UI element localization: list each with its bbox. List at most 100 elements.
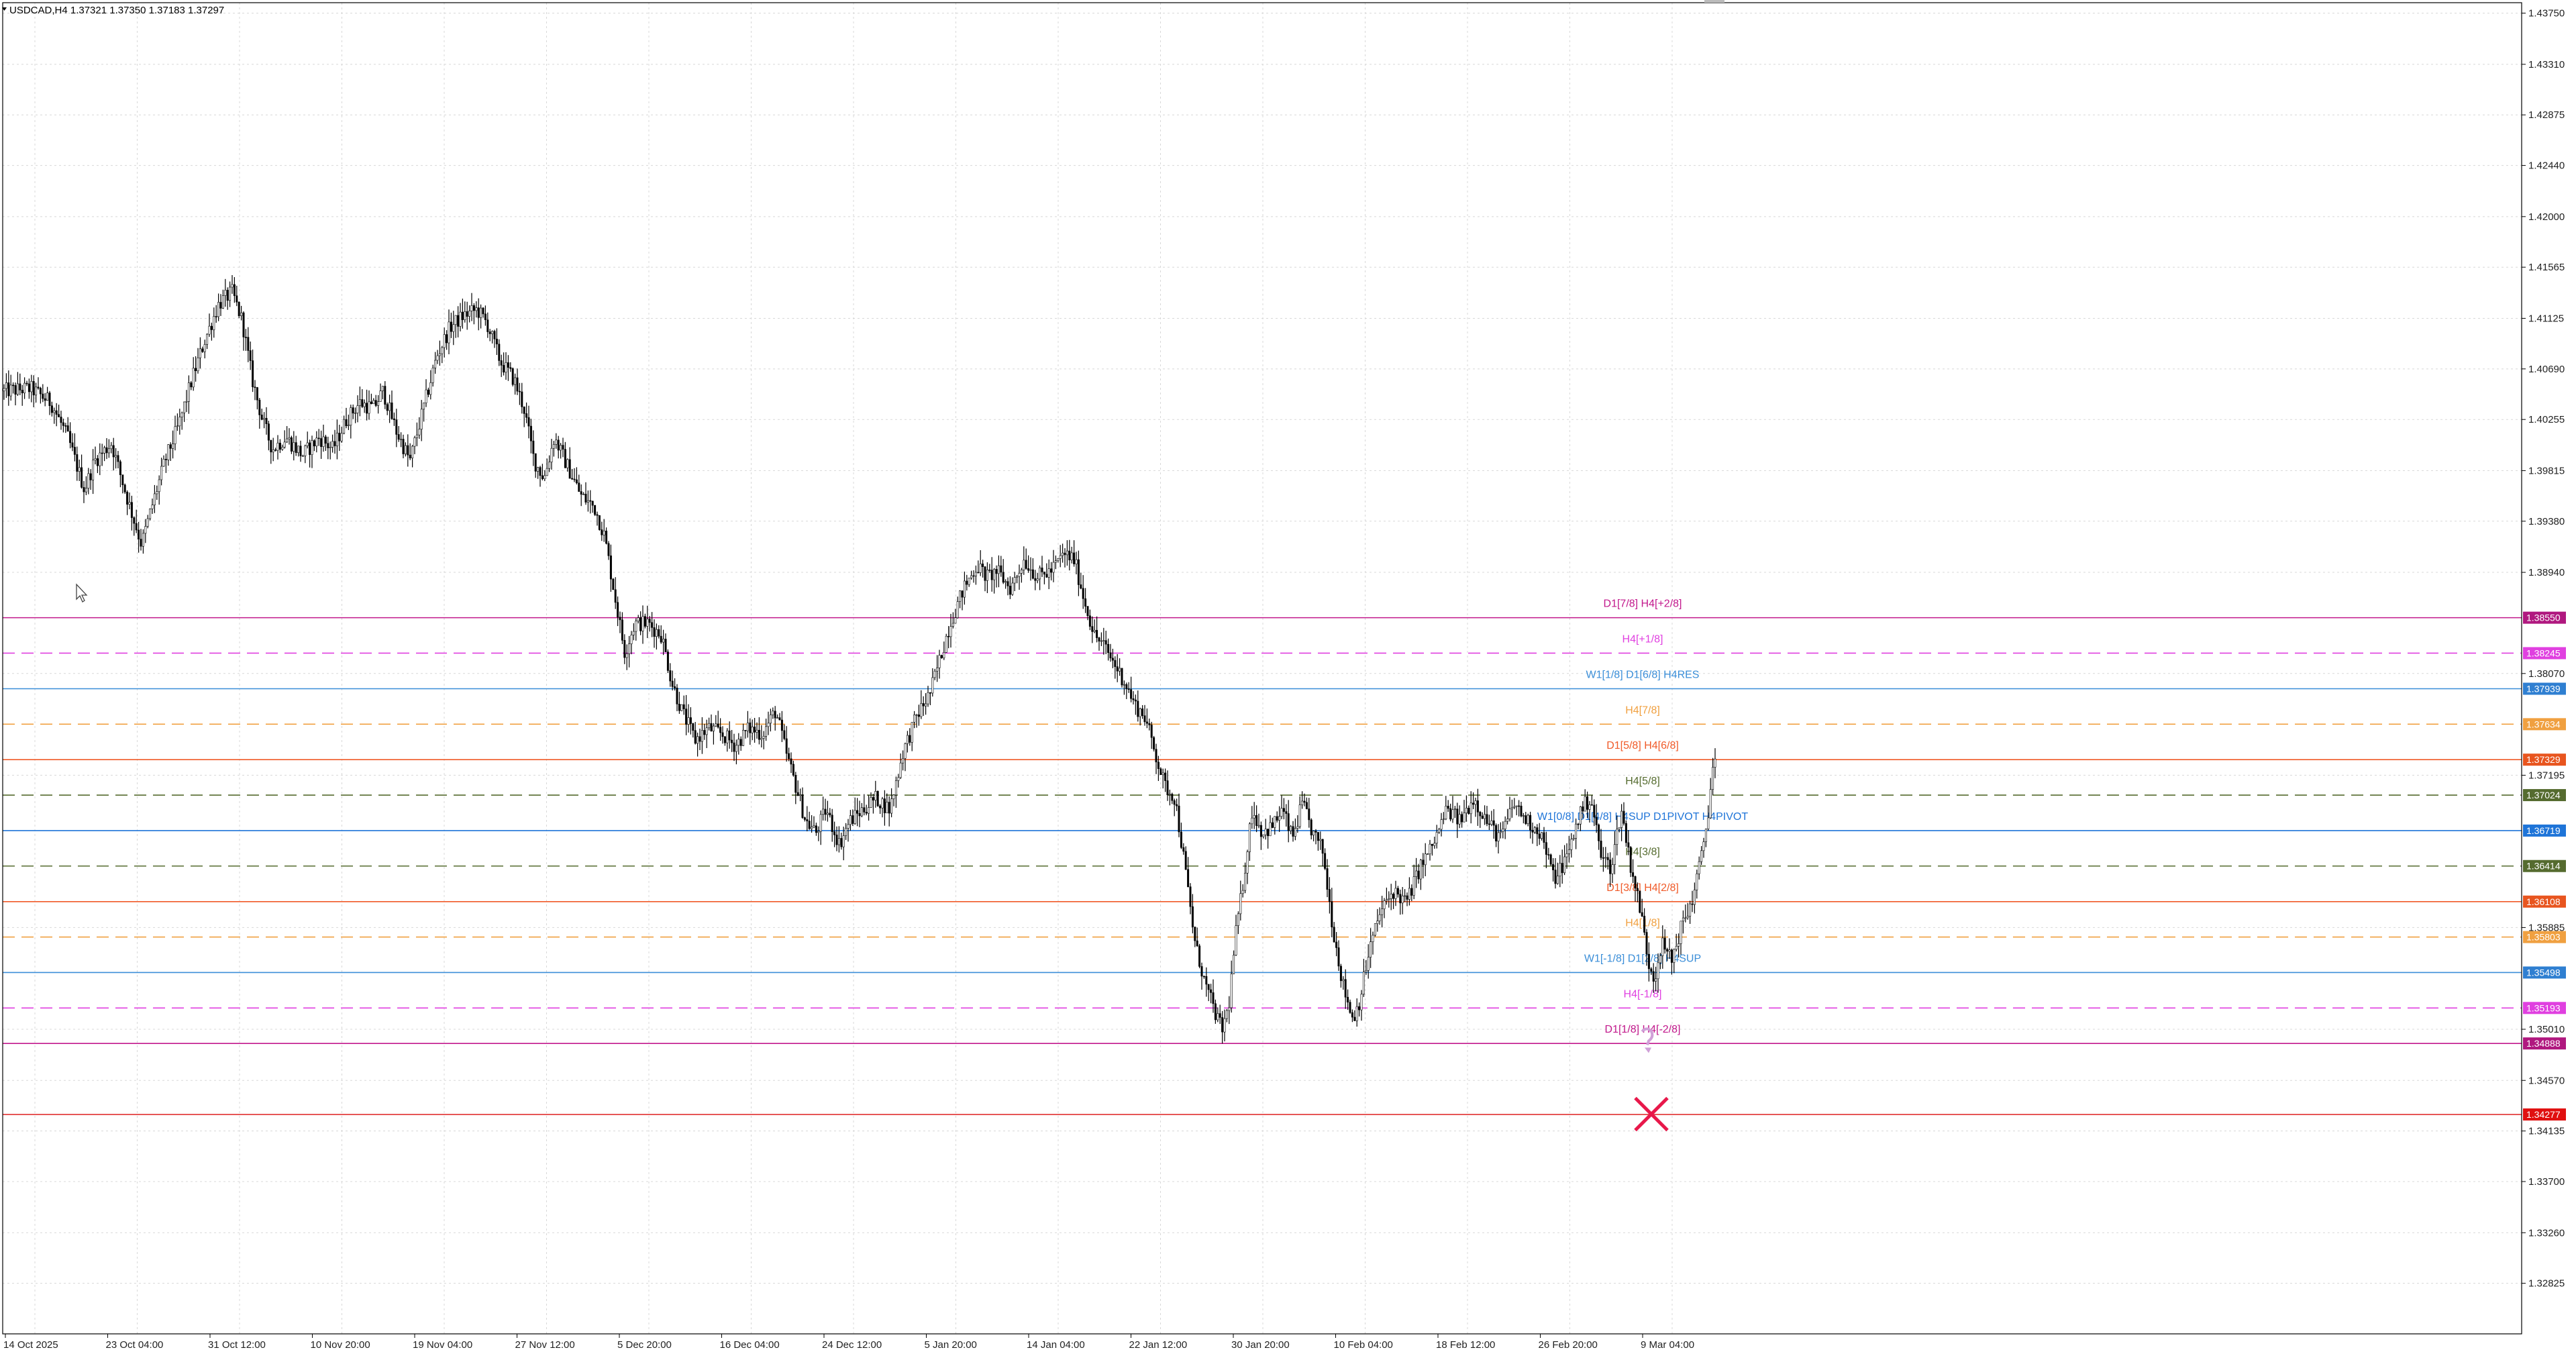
candle-body xyxy=(1422,859,1425,866)
candle-body xyxy=(101,452,103,454)
candle-body xyxy=(822,809,825,815)
candle-body xyxy=(1298,804,1301,827)
candle-body xyxy=(425,389,427,403)
candle-body xyxy=(796,792,799,796)
candle-body xyxy=(1510,807,1513,809)
price-tag-label: 1.37939 xyxy=(2526,683,2561,694)
cross-icon[interactable] xyxy=(1634,1096,1669,1132)
candle-body xyxy=(1412,876,1415,896)
candle-body xyxy=(1588,804,1591,810)
candle-body xyxy=(819,814,822,832)
candle-body xyxy=(1584,796,1586,812)
candle-body xyxy=(1031,569,1034,579)
candle-body xyxy=(605,530,608,544)
price-tag-label: 1.35193 xyxy=(2526,1002,2561,1013)
candle-body xyxy=(1561,863,1563,874)
candle-body xyxy=(354,413,357,414)
candle-body xyxy=(532,440,535,454)
candle-body xyxy=(160,466,163,480)
candle-body xyxy=(1565,853,1568,857)
candle-body xyxy=(619,617,621,621)
candle-body xyxy=(1593,804,1596,818)
candle-body xyxy=(71,442,74,448)
candle-body xyxy=(402,439,405,454)
candle-body xyxy=(363,403,366,407)
candle-body xyxy=(322,436,325,447)
candle-body xyxy=(1613,844,1616,865)
candle-body xyxy=(845,828,847,836)
candle-body xyxy=(560,445,562,451)
candle-body xyxy=(1137,700,1139,717)
candle-body xyxy=(1114,660,1117,667)
x-tick-label: 30 Jan 20:00 xyxy=(1231,1339,1290,1351)
candle-body xyxy=(1328,889,1331,902)
y-tick-label: 1.35010 xyxy=(2528,1024,2565,1035)
candle-body xyxy=(92,460,95,480)
candle-body xyxy=(488,331,491,334)
candle-body xyxy=(1367,957,1370,971)
candle-body xyxy=(347,425,350,427)
candle-body xyxy=(83,487,85,492)
candle-body xyxy=(210,325,213,330)
candle-body xyxy=(959,590,962,602)
candle-body xyxy=(1463,813,1465,823)
y-tick-label: 1.35885 xyxy=(2528,922,2565,933)
candle-body xyxy=(1465,808,1467,814)
candle-body xyxy=(963,580,966,598)
candle-body xyxy=(324,436,327,444)
x-tick-label: 27 Nov 12:00 xyxy=(515,1339,575,1351)
candle-body xyxy=(1602,857,1604,859)
candle-body xyxy=(130,502,133,518)
candle-body xyxy=(39,388,42,395)
x-tick-label: 14 Oct 2025 xyxy=(3,1339,58,1351)
candle-body xyxy=(1191,906,1194,927)
candle-body xyxy=(655,629,658,637)
candle-body xyxy=(594,505,597,515)
candle-body xyxy=(737,739,740,746)
title-triangle-icon[interactable] xyxy=(2,7,7,11)
candle-body xyxy=(902,758,905,764)
candle-body xyxy=(635,621,637,632)
candle-body xyxy=(443,334,446,348)
x-tick-label: 5 Jan 20:00 xyxy=(925,1339,977,1351)
candle-body xyxy=(121,474,124,485)
candle-body xyxy=(630,635,633,644)
candle-body xyxy=(395,419,398,435)
candle-body xyxy=(977,572,980,574)
candle-body xyxy=(254,386,256,388)
candle-body xyxy=(107,448,110,454)
candle-body xyxy=(427,389,429,395)
price-tag xyxy=(2523,789,2566,802)
candle-body xyxy=(1611,864,1614,874)
candle-body xyxy=(1355,1006,1358,1021)
candle-body xyxy=(733,742,735,752)
candle-body xyxy=(448,321,450,344)
candle-body xyxy=(60,417,62,423)
y-tick-label: 1.34570 xyxy=(2528,1075,2565,1086)
candle-body xyxy=(1123,684,1125,686)
candle-body xyxy=(62,422,64,426)
candle-body xyxy=(1023,560,1025,570)
candle-body xyxy=(1508,809,1511,819)
candle-body xyxy=(557,439,560,451)
candle-body xyxy=(1187,869,1190,887)
candle-body xyxy=(662,639,665,643)
shift-marker[interactable] xyxy=(1704,0,1724,3)
y-tick-label: 1.38070 xyxy=(2528,668,2565,680)
candle-body xyxy=(46,393,49,401)
candle-body xyxy=(507,362,509,368)
price-tag xyxy=(2523,824,2566,837)
hook-arrow-icon[interactable] xyxy=(1641,1027,1654,1053)
candle-body xyxy=(621,619,623,641)
candle-body xyxy=(1200,966,1203,977)
candle-body xyxy=(956,601,959,619)
candle-body xyxy=(1686,916,1689,919)
level-label: H4[7/8] xyxy=(1625,705,1660,716)
candle-body xyxy=(938,655,941,668)
candle-body xyxy=(1577,823,1580,825)
candle-body xyxy=(1650,968,1653,972)
candle-body xyxy=(1025,560,1027,569)
candle-body xyxy=(386,404,389,411)
candle-body xyxy=(270,439,272,453)
